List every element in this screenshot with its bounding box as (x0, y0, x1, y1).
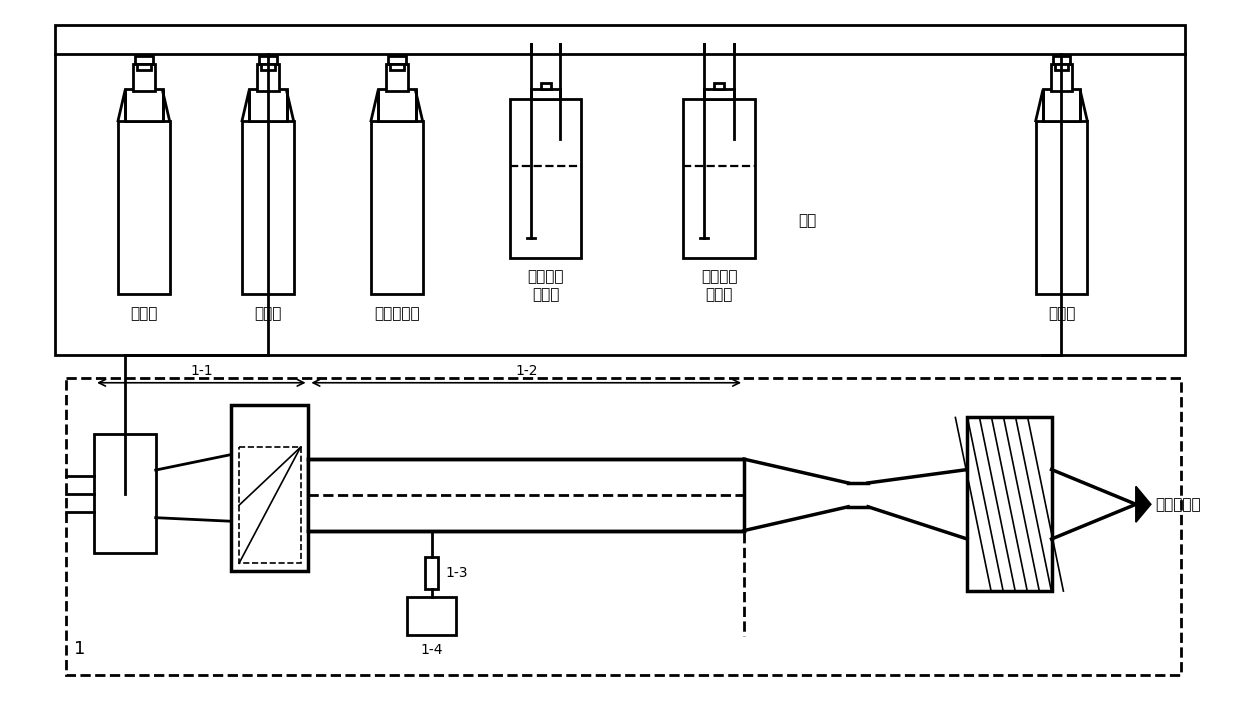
Bar (231, 405, 309, 572)
Text: 液面: 液面 (799, 214, 817, 228)
Bar (1050, 64, 1073, 91)
Text: 1-2: 1-2 (515, 363, 537, 378)
Bar (371, 121, 423, 295)
Bar (378, 89, 415, 121)
Bar (683, 99, 755, 258)
Bar (136, 64, 151, 70)
Text: 1: 1 (74, 640, 86, 657)
Bar (133, 64, 155, 91)
Text: 通向废气塔: 通向废气塔 (1156, 497, 1202, 512)
Bar (259, 56, 277, 64)
Bar (714, 83, 724, 89)
Bar (1053, 56, 1070, 64)
Text: 1-1: 1-1 (190, 363, 212, 378)
Bar (967, 418, 1052, 591)
Text: 三氯氧磷
鼓泡器: 三氯氧磷 鼓泡器 (527, 270, 564, 302)
Bar (531, 89, 560, 99)
Bar (118, 121, 170, 295)
Bar (407, 597, 456, 635)
Bar (55, 25, 1185, 355)
Bar (704, 89, 734, 99)
Bar (1054, 64, 1069, 70)
Text: 四氯化硅
鼓泡器: 四氯化硅 鼓泡器 (701, 270, 738, 302)
Text: 六氟化硫瓶: 六氟化硫瓶 (374, 307, 419, 321)
Text: 1-4: 1-4 (420, 643, 443, 657)
Bar (257, 64, 279, 91)
Bar (386, 64, 408, 91)
Polygon shape (1136, 486, 1151, 522)
Bar (135, 56, 153, 64)
Bar (249, 89, 286, 121)
Text: 氧气瓶: 氧气瓶 (1048, 307, 1075, 321)
Bar (389, 64, 404, 70)
Bar (239, 447, 300, 563)
Bar (67, 378, 1180, 676)
Bar (424, 557, 439, 589)
Text: 氯气瓶: 氯气瓶 (254, 307, 281, 321)
Bar (260, 64, 275, 70)
Bar (510, 99, 582, 258)
Text: 1-3: 1-3 (445, 566, 467, 580)
Bar (94, 434, 156, 553)
Bar (309, 459, 744, 531)
Bar (125, 89, 162, 121)
Bar (1035, 121, 1087, 295)
Bar (541, 83, 551, 89)
Text: 氧气瓶: 氧气瓶 (130, 307, 157, 321)
Bar (388, 56, 405, 64)
Bar (1043, 89, 1080, 121)
Bar (242, 121, 294, 295)
